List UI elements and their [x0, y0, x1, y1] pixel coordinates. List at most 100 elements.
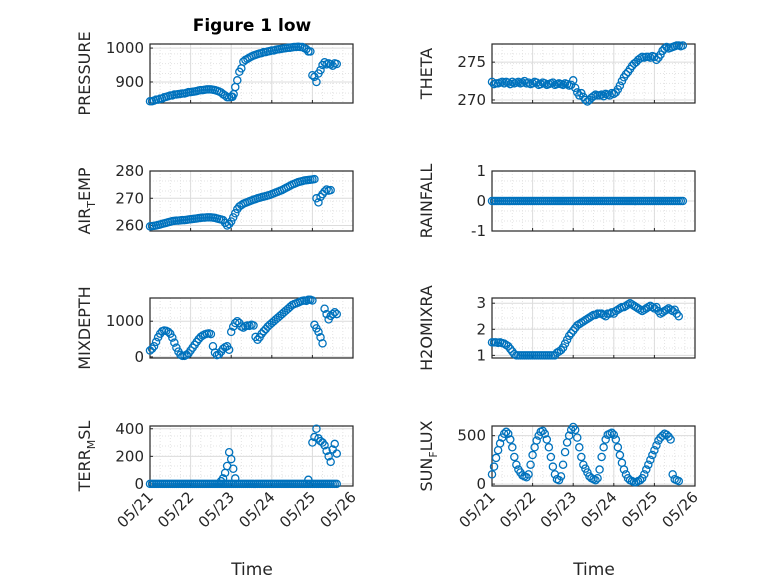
data-point-sun-flux [650, 445, 659, 455]
axes-box-sun-flux [491, 425, 696, 487]
x-tick-label: 05/21 [456, 488, 499, 531]
data-point-terr-msl [226, 454, 236, 464]
data-point-sun-flux [668, 470, 677, 479]
data-point-terr-msl [326, 457, 335, 467]
data-point-sun-flux [595, 465, 604, 474]
data-point-h2omixra [556, 345, 566, 355]
data-point-sun-flux [593, 474, 602, 483]
data-point-air-temp [312, 194, 321, 203]
data-point-air-temp [226, 217, 236, 226]
data-point-sun-flux [540, 429, 550, 438]
data-point-sun-flux [573, 433, 582, 442]
data-point-theta [503, 78, 513, 87]
y-tick-label: 1 [476, 346, 486, 364]
x-tick-label: 05/25 [618, 488, 661, 531]
y-axis-label-sun-flux: SUNFLUX [417, 420, 440, 491]
data-point-sun-flux [577, 452, 586, 462]
axes-box-mixdepth [149, 297, 354, 359]
data-point-sun-flux [648, 450, 657, 460]
data-point-terr-msl [308, 438, 317, 447]
y-tick-label: 3 [476, 294, 486, 312]
data-point-theta [615, 81, 625, 90]
data-point-theta [678, 41, 688, 50]
data-point-sun-flux [526, 460, 535, 469]
data-point-sun-flux [666, 435, 675, 444]
data-point-sun-flux [556, 472, 566, 481]
data-point-sun-flux [499, 429, 509, 438]
data-point-pressure [316, 65, 325, 75]
x-tick-label: 05/23 [537, 488, 580, 531]
data-point-sun-flux [501, 427, 511, 437]
data-point-h2omixra [623, 300, 633, 309]
x-tick-label: 05/23 [195, 488, 238, 531]
data-point-mixdepth [239, 323, 248, 332]
data-point-mixdepth [322, 309, 331, 319]
data-point-sun-flux [644, 460, 653, 469]
data-point-sun-flux [532, 436, 541, 445]
data-point-mixdepth [147, 344, 157, 353]
y-axis-label-theta: THETA [417, 48, 436, 100]
data-point-sun-flux [599, 443, 608, 452]
data-point-air-temp [326, 185, 335, 195]
y-axis-label-pressure: PRESSURE [75, 31, 94, 115]
data-point-sun-flux [544, 443, 554, 452]
data-point-sun-flux [601, 435, 610, 444]
data-point-mixdepth [231, 318, 240, 328]
data-point-h2omixra [591, 310, 600, 320]
data-point-h2omixra [644, 302, 653, 312]
data-point-theta [524, 78, 533, 87]
data-point-h2omixra [568, 326, 578, 335]
data-point-sun-flux [591, 475, 600, 485]
data-point-sun-flux [528, 450, 537, 460]
data-point-mixdepth [210, 348, 220, 357]
data-point-mixdepth [224, 345, 234, 355]
data-point-sun-flux [635, 475, 645, 485]
y-tick-label: 270 [457, 91, 486, 109]
data-point-air-temp [228, 213, 238, 222]
data-point-theta [635, 54, 645, 63]
data-point-h2omixra [674, 312, 684, 321]
y-tick-label: 1000 [106, 312, 144, 330]
data-point-sun-flux [646, 455, 655, 465]
x-tick-label: 05/22 [154, 488, 197, 531]
data-point-mixdepth [151, 337, 161, 347]
y-tick-label: 280 [115, 162, 144, 180]
data-point-sun-flux [619, 465, 629, 474]
y-tick-label: 900 [115, 73, 144, 91]
y-axis-label-rainfall: RAINFALL [417, 164, 436, 239]
data-point-air-temp [231, 209, 240, 218]
y-tick-label: 1000 [106, 39, 144, 57]
data-point-sun-flux [674, 476, 684, 486]
y-tick-label: 270 [115, 189, 144, 207]
y-tick-label: 0 [134, 348, 144, 366]
data-point-sun-flux [495, 439, 505, 448]
data-point-theta [652, 55, 661, 65]
x-tick-label: 05/26 [659, 488, 702, 531]
y-tick-label: 500 [457, 427, 486, 445]
y-tick-label: -1 [471, 222, 486, 240]
data-point-rainfall [678, 196, 688, 206]
data-point-terr-msl [312, 424, 321, 434]
data-point-sun-flux [506, 435, 515, 444]
x-tick-label: 05/21 [114, 488, 157, 531]
data-point-sun-flux [640, 470, 649, 479]
data-point-sun-flux [548, 462, 558, 471]
y-axis-label-air-temp: AIRTEMP [75, 167, 98, 234]
y-tick-label: 2 [476, 320, 486, 338]
y-tick-label: 260 [115, 217, 144, 235]
data-point-theta [532, 78, 541, 87]
x-axis-label-left: Time [230, 560, 273, 580]
figure-title: Figure 1 low [193, 16, 312, 36]
y-axis-label-mixdepth: MIXDEPTH [75, 286, 94, 369]
data-point-mixdepth [226, 327, 236, 337]
data-point-terr-msl [228, 464, 238, 474]
data-point-sun-flux [558, 460, 568, 469]
data-point-theta [558, 80, 568, 90]
data-point-pressure [328, 61, 337, 70]
data-point-sun-flux [575, 443, 584, 452]
data-point-terr-msl [332, 449, 342, 458]
data-point-terr-msl [324, 452, 333, 461]
data-point-theta [660, 44, 669, 53]
data-point-air-temp [310, 174, 319, 184]
data-point-theta [575, 91, 584, 100]
